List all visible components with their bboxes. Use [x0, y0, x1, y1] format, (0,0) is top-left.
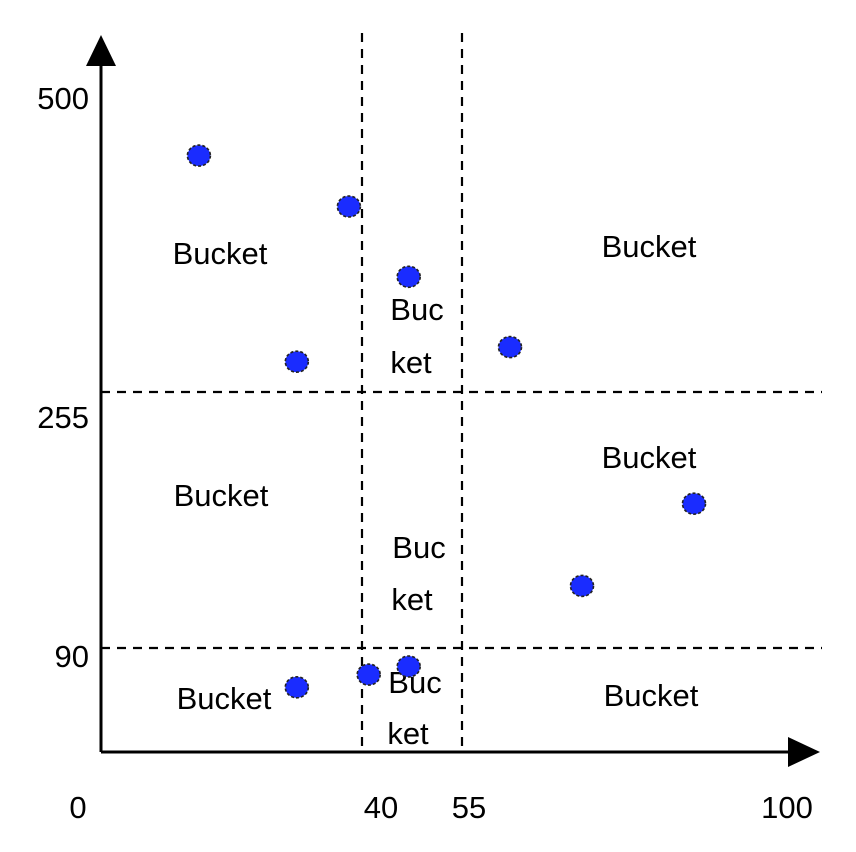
data-point-8	[284, 675, 310, 699]
data-point-2	[284, 350, 310, 374]
bucket-label-upper-left: Bucket	[173, 236, 268, 271]
data-point-1	[186, 144, 212, 167]
bucket-label-lower-left: Bucket	[177, 681, 272, 716]
bucket-label-upper-middle-line1: Buc	[390, 292, 443, 327]
y-tick-label-90: 90	[55, 639, 89, 674]
y-axis-arrowhead	[86, 35, 116, 66]
data-point-7	[681, 492, 707, 516]
x-tick-label-40: 40	[364, 790, 398, 825]
data-point-3	[336, 195, 362, 218]
y-tick-label-255: 255	[37, 400, 89, 435]
data-point-9	[356, 663, 382, 686]
data-point-4	[396, 265, 422, 289]
data-point-10	[396, 655, 422, 678]
bucket-label-upper-middle-line2: ket	[390, 345, 432, 380]
bucket-label-upper-right: Bucket	[602, 229, 697, 264]
data-points	[186, 144, 707, 699]
data-point-5	[497, 335, 523, 359]
y-tick-label-500: 500	[37, 81, 89, 116]
data-point-6	[569, 574, 595, 598]
x-tick-label-100: 100	[761, 790, 813, 825]
bucket-label-lower-right: Bucket	[604, 678, 699, 713]
x-tick-label-55: 55	[452, 790, 486, 825]
bucket-label-center-line2: ket	[391, 582, 433, 617]
bucket-label-center-line1: Buc	[392, 530, 445, 565]
bucket-label-lower-middle-line2: ket	[387, 716, 429, 751]
bucket-label-middle-left: Bucket	[174, 478, 269, 513]
x-axis-arrowhead	[788, 737, 820, 767]
bucket-label-middle-right: Bucket	[602, 440, 697, 475]
x-tick-label-0: 0	[69, 790, 86, 825]
